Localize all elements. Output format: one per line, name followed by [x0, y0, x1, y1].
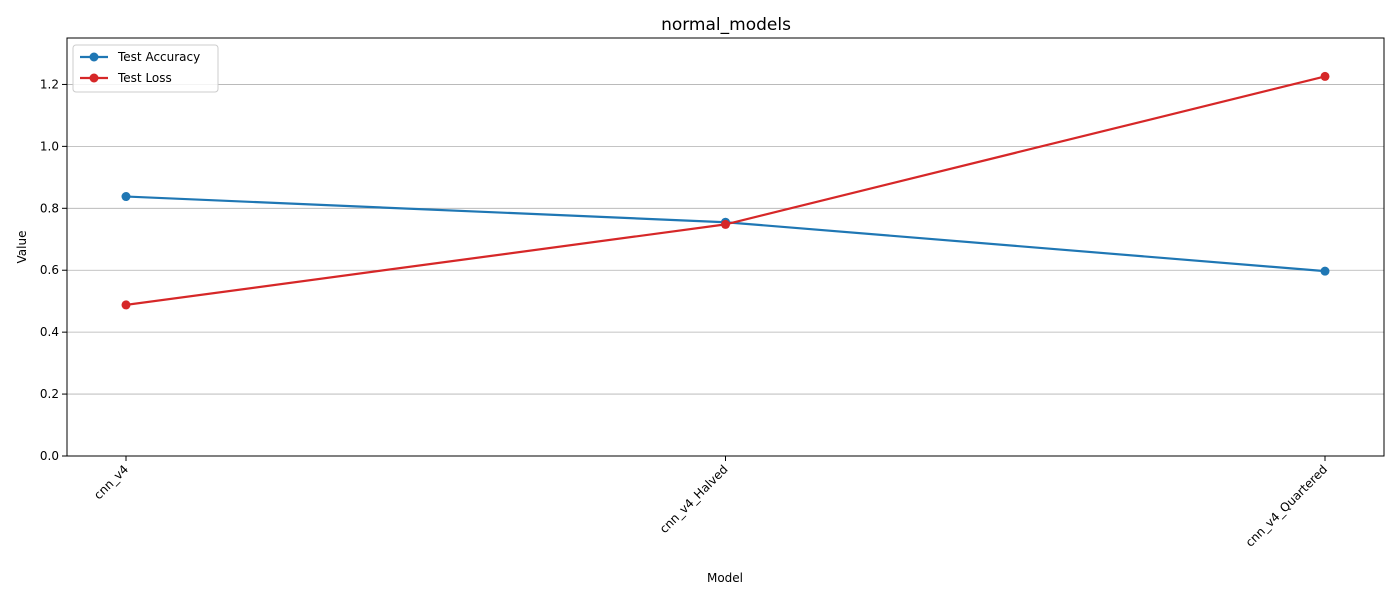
y-axis: 0.0 0.2 0.4 0.6 0.8 1.0 1.2: [40, 77, 67, 463]
legend-item: Test Accuracy: [80, 50, 200, 64]
x-tick-label: cnn_v4: [91, 462, 131, 502]
y-axis-title: Value: [15, 231, 29, 264]
legend-marker: [89, 52, 99, 62]
x-axis: cnn_v4 cnn_v4_Halved cnn_v4_Quartered: [91, 456, 1330, 550]
plot-area: [121, 71, 1330, 310]
x-tick-label: cnn_v4_Quartered: [1243, 462, 1330, 549]
data-point: [721, 219, 730, 229]
legend-label: Test Accuracy: [117, 50, 200, 64]
data-point: [121, 192, 131, 202]
y-tick-label: 1.2: [40, 77, 59, 91]
x-axis-title: Model: [707, 571, 743, 585]
legend-marker: [89, 73, 99, 83]
series-1: [121, 71, 1330, 310]
x-tick-label: cnn_v4_Halved: [657, 462, 731, 536]
series-0: [121, 192, 1330, 276]
grid: [67, 84, 1384, 457]
legend-box: [72, 44, 219, 93]
plot-frame: [66, 37, 1385, 457]
data-point: [121, 300, 131, 310]
y-tick-label: 0.0: [40, 449, 59, 463]
y-tick-label: 0.6: [40, 263, 59, 277]
chart-title: normal_models: [661, 15, 791, 35]
data-point: [1320, 266, 1330, 276]
legend: Test Accuracy Test Loss: [72, 44, 219, 93]
series-line: [125, 195, 1326, 273]
legend-label: Test Loss: [117, 71, 172, 85]
series-line: [125, 75, 1326, 306]
y-tick-label: 1.0: [40, 139, 59, 153]
data-point: [1320, 71, 1330, 81]
legend-item: Test Loss: [80, 71, 172, 85]
y-tick-label: 0.8: [40, 201, 59, 215]
y-tick-label: 0.2: [40, 387, 59, 401]
y-tick-label: 0.4: [40, 325, 59, 339]
